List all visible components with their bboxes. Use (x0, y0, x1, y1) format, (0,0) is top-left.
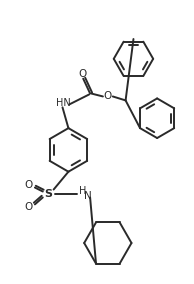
Text: O: O (104, 91, 112, 101)
Text: N: N (84, 191, 92, 201)
Text: O: O (78, 69, 86, 79)
Text: O: O (25, 179, 33, 190)
Text: HN: HN (56, 98, 70, 108)
Text: O: O (25, 202, 33, 212)
Text: S: S (45, 189, 53, 199)
Text: H: H (79, 185, 86, 195)
